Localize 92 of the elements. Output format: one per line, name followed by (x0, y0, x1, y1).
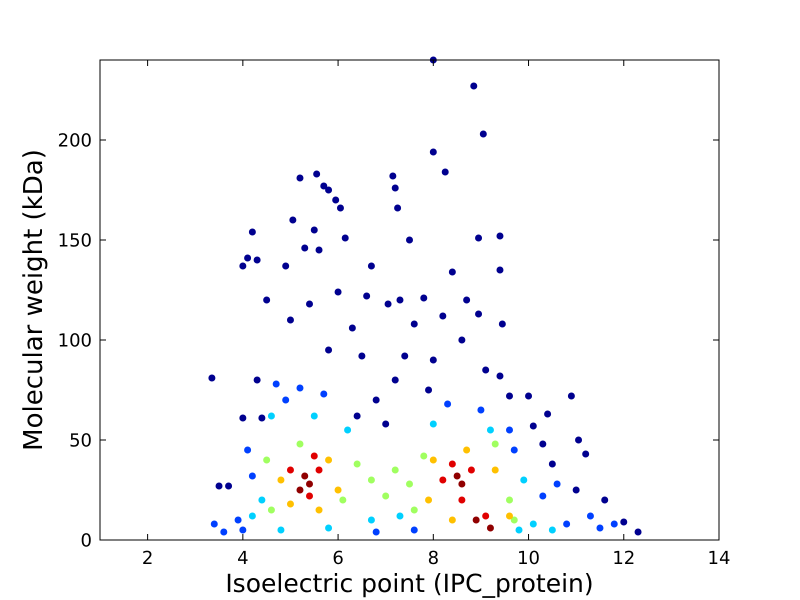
point (596, 524, 604, 532)
point (539, 492, 546, 500)
point (486, 426, 494, 434)
point (306, 480, 314, 488)
point (410, 506, 418, 514)
point (448, 460, 456, 468)
point (506, 426, 513, 434)
point (286, 500, 294, 508)
x-tick-label: 2 (142, 548, 154, 569)
point (458, 496, 466, 504)
point (610, 520, 618, 528)
point (454, 472, 461, 480)
y-axis-title: Molecular weight (kDa) (19, 149, 49, 451)
point (339, 496, 346, 504)
point (439, 476, 446, 484)
x-tick-label: 4 (237, 548, 249, 569)
point (354, 460, 361, 468)
point (392, 466, 399, 474)
point (296, 384, 304, 392)
point (325, 524, 332, 532)
point (268, 412, 275, 420)
x-tick-label: 6 (332, 548, 344, 569)
point (258, 496, 266, 504)
point (325, 456, 332, 464)
point (586, 512, 594, 520)
y-tick-label: 150 (58, 230, 92, 252)
point (277, 526, 284, 534)
point (548, 526, 556, 534)
point (382, 492, 390, 500)
point (282, 396, 290, 404)
y-tick-label: 0 (80, 530, 92, 552)
x-tick-label: 10 (517, 548, 540, 569)
x-tick-label: 8 (428, 548, 440, 569)
point (244, 446, 252, 454)
point (506, 512, 513, 520)
point (310, 452, 318, 460)
point (372, 528, 380, 536)
point (563, 520, 570, 528)
point (420, 452, 428, 460)
point (430, 420, 437, 428)
point (220, 528, 228, 536)
point (554, 480, 561, 488)
point (306, 492, 314, 500)
point (458, 480, 466, 488)
point (477, 406, 484, 414)
point (463, 446, 470, 454)
point (296, 486, 304, 494)
point (272, 380, 280, 388)
y-tick-label: 50 (69, 430, 92, 452)
point (492, 440, 499, 448)
point (368, 476, 375, 484)
point (520, 476, 528, 484)
point (334, 486, 342, 494)
x-tick-label: 12 (612, 548, 636, 569)
point (486, 524, 494, 532)
point (239, 526, 246, 534)
x-tick-label: 14 (708, 548, 730, 569)
point (472, 516, 480, 524)
point (530, 520, 537, 528)
y-tick-label: 100 (58, 330, 92, 352)
point (301, 472, 308, 480)
point (510, 516, 518, 524)
point (410, 526, 418, 534)
point (296, 440, 304, 448)
point (468, 466, 475, 474)
point (277, 476, 284, 484)
point (444, 400, 452, 408)
point (268, 506, 275, 514)
point (248, 472, 256, 480)
point (286, 466, 294, 474)
y-tick-label: 200 (58, 130, 92, 152)
x-axis-title: Isoelectric point (IPC_protein) (225, 569, 594, 598)
point (316, 506, 323, 514)
point (482, 512, 490, 520)
point (320, 390, 328, 398)
point (310, 412, 318, 420)
point (263, 456, 270, 464)
point (506, 496, 513, 504)
point (406, 480, 413, 488)
point (425, 496, 432, 504)
point (368, 516, 375, 524)
point (210, 520, 218, 528)
point (344, 426, 352, 434)
point (516, 526, 523, 534)
point (396, 512, 404, 520)
point (492, 466, 499, 474)
point (248, 512, 256, 520)
point (234, 516, 242, 524)
point (316, 466, 323, 474)
point (510, 446, 518, 454)
point (448, 516, 456, 524)
point (430, 456, 437, 464)
